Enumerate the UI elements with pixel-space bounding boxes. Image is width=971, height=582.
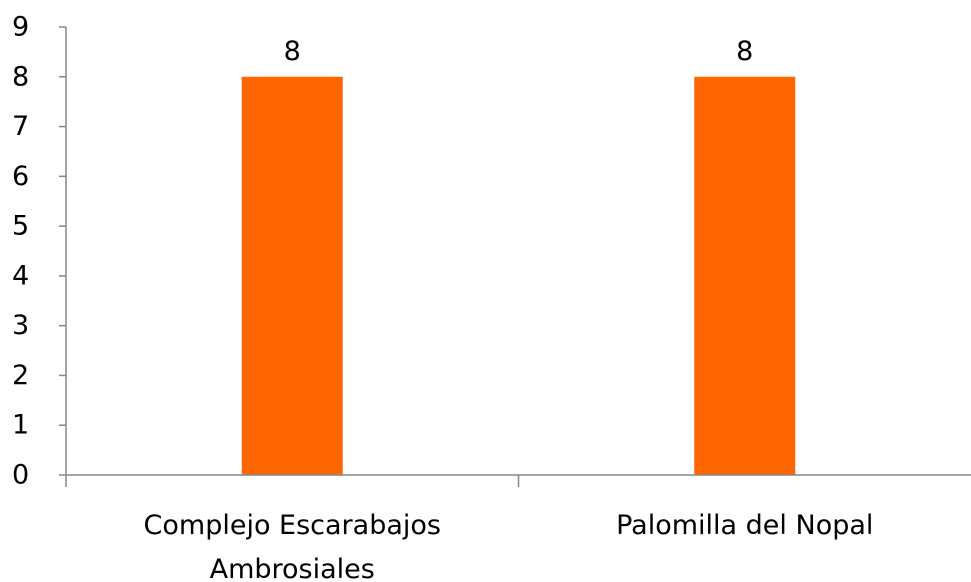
y-tick-label: 6 (12, 161, 29, 192)
y-tick-label: 4 (12, 260, 29, 291)
x-axis-tick-marks (65, 475, 520, 487)
x-category-label: Complejo Escarabajos (144, 510, 441, 541)
y-tick-label: 2 (12, 360, 29, 391)
y-tick-label: 1 (12, 410, 29, 441)
bar-value-label: 8 (284, 36, 301, 67)
y-axis-ticks: 0 1 2 3 4 5 6 7 8 9 (12, 12, 66, 491)
y-tick-label: 3 (12, 310, 29, 341)
y-tick-label: 7 (12, 111, 29, 142)
y-tick-label: 8 (12, 61, 29, 92)
bar-series (241, 76, 796, 476)
y-tick-label: 5 (12, 211, 29, 242)
y-tick-label: 0 (12, 460, 29, 491)
x-axis-category-labels: Complejo Escarabajos Ambrosiales Palomilla… (144, 510, 874, 582)
x-category-label: Palomilla del Nopal (616, 510, 873, 541)
bar (694, 76, 796, 476)
x-category-label: Ambrosiales (210, 554, 375, 582)
y-tick-label: 9 (12, 12, 29, 43)
bar (241, 76, 343, 476)
bar-value-label: 8 (736, 36, 753, 67)
